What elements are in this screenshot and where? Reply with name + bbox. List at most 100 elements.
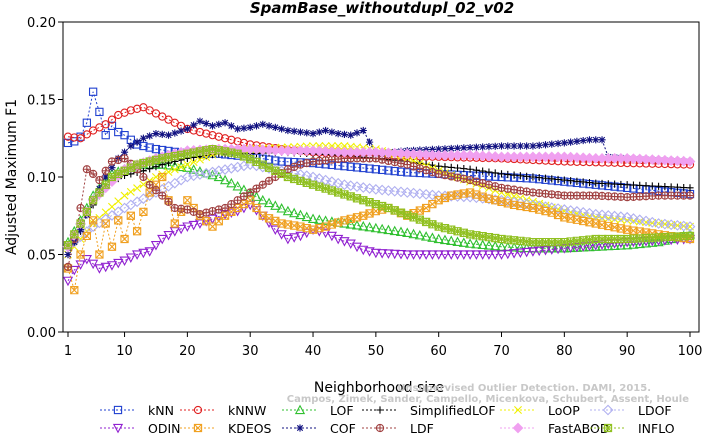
- data-point-knnw: [101, 120, 110, 129]
- x-tick-label: 50: [368, 344, 385, 359]
- data-point-odin: [175, 224, 187, 235]
- legend-label-loop: LoOP: [548, 403, 580, 418]
- data-point-ldf: [164, 197, 173, 206]
- data-point-simplifiedlof: [554, 175, 562, 184]
- series-line-kdeos: [67, 175, 691, 291]
- data-point-lof: [628, 239, 639, 249]
- data-point-lof: [427, 232, 438, 242]
- data-point-inflo: [334, 188, 343, 197]
- data-point-inflo: [321, 184, 330, 193]
- data-point-cof: [491, 142, 499, 150]
- data-point-knn: [277, 157, 286, 166]
- data-point-ldof: [194, 169, 206, 180]
- data-point-odin: [521, 247, 532, 258]
- data-point-cof: [152, 130, 160, 138]
- data-point-lof: [370, 222, 381, 233]
- data-point-lof: [163, 160, 174, 170]
- data-point-cof: [479, 143, 487, 151]
- y-tick-label: 0.15: [27, 94, 56, 109]
- data-point-knn: [120, 131, 129, 140]
- data-point-odin: [94, 264, 105, 274]
- data-point-cof: [435, 145, 443, 153]
- legend-label-lof: LOF: [330, 403, 354, 418]
- data-point-inflo: [95, 188, 104, 197]
- data-point-lof: [270, 200, 281, 210]
- x-tick-label: 30: [242, 344, 259, 359]
- legend-item-loop: LoOP: [500, 403, 580, 418]
- data-point-knn: [390, 166, 399, 176]
- data-point-cof: [321, 126, 330, 135]
- data-point-ldf: [302, 158, 311, 168]
- data-point-lof: [452, 236, 463, 246]
- data-point-odin: [339, 237, 350, 247]
- data-point-ldof: [621, 211, 633, 223]
- watermark-line-1: Unsupervised Outlier Detection. DAMI, 20…: [397, 383, 651, 394]
- data-point-odin: [182, 222, 193, 232]
- data-point-kdeos: [252, 203, 261, 213]
- data-point-inflo: [252, 157, 261, 167]
- data-point-knn: [145, 143, 154, 152]
- data-point-lof: [634, 238, 645, 249]
- data-point-inflo: [566, 237, 575, 246]
- series-inflo: [63, 144, 695, 250]
- data-point-inflo: [421, 217, 431, 227]
- data-point-kdeos: [95, 250, 104, 259]
- data-point-odin: [515, 248, 526, 259]
- data-point-cof: [146, 132, 154, 140]
- x-tick-label: 100: [678, 344, 702, 359]
- data-point-simplifiedlof: [560, 176, 568, 184]
- data-point-lof: [546, 242, 557, 253]
- data-point-knn: [346, 162, 355, 171]
- data-point-kdeos: [120, 234, 129, 244]
- data-point-cof: [227, 122, 235, 130]
- data-point-knnw: [76, 134, 85, 143]
- data-point-ldf: [685, 191, 695, 200]
- data-point-odin: [358, 245, 369, 256]
- data-point-cof: [215, 120, 223, 128]
- legend-label-inflo: INFLO: [638, 421, 675, 434]
- data-point-inflo: [164, 153, 173, 162]
- data-point-odin: [276, 230, 287, 240]
- data-point-ldf: [145, 180, 154, 189]
- data-point-odin: [395, 250, 407, 260]
- data-point-lof: [408, 228, 419, 239]
- data-point-inflo: [315, 182, 324, 191]
- data-point-cof: [529, 142, 537, 150]
- legend-item-inflo: INFLO: [590, 421, 675, 434]
- data-point-ldof: [175, 174, 187, 186]
- data-point-loop: [510, 192, 519, 201]
- data-point-inflo: [183, 149, 192, 158]
- data-point-cof: [510, 142, 518, 150]
- series-ldf: [63, 154, 695, 272]
- data-point-ldf: [220, 203, 230, 213]
- legend-swatch-marker: [294, 404, 306, 415]
- data-point-knn: [82, 118, 91, 127]
- data-point-lof: [345, 219, 356, 229]
- x-axis-title: Neighborhood size: [314, 380, 444, 396]
- data-point-ldof: [219, 164, 231, 175]
- y-tick-label: 0.00: [27, 326, 56, 341]
- data-point-simplifiedlof: [479, 167, 487, 175]
- data-point-simplifiedlof: [460, 165, 468, 173]
- x-tick-label: 70: [493, 344, 510, 359]
- data-point-simplifiedlof: [567, 177, 575, 185]
- legend-swatch-marker: [193, 423, 203, 433]
- data-point-cof: [560, 139, 568, 147]
- data-point-cof: [183, 125, 191, 133]
- data-point-simplifiedlof: [648, 182, 656, 190]
- data-point-cof: [221, 119, 229, 127]
- data-point-cof: [447, 144, 455, 153]
- data-point-ldof: [207, 166, 218, 178]
- data-point-ldf: [465, 175, 475, 185]
- data-point-lof: [263, 197, 275, 208]
- data-point-odin: [106, 261, 118, 271]
- data-point-inflo: [415, 215, 424, 224]
- data-point-lof: [226, 177, 237, 188]
- data-point-odin: [464, 250, 476, 260]
- data-point-knn: [107, 121, 117, 130]
- data-point-knn: [396, 167, 406, 176]
- data-point-ldof: [628, 213, 639, 224]
- data-point-inflo: [365, 198, 374, 207]
- legend-label-fastabod: FastABOD: [548, 421, 610, 434]
